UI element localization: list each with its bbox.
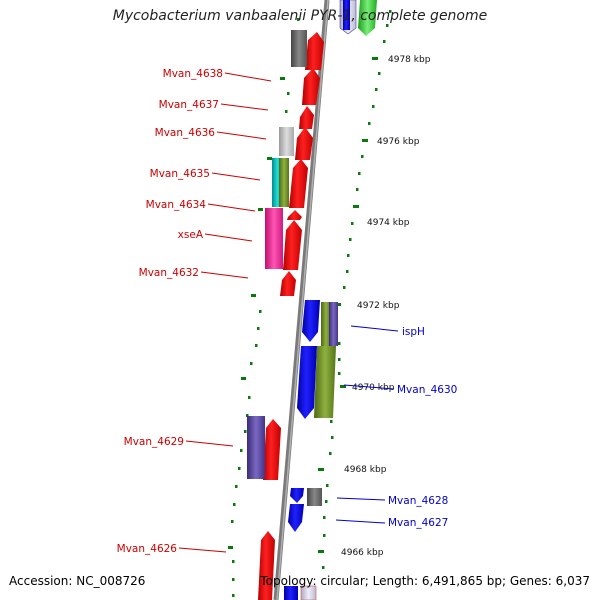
genome-backbone-highlight <box>276 0 329 600</box>
ruler-label-4976: 4976 kbp <box>377 137 420 147</box>
gene-arrow-forward <box>302 68 320 105</box>
gene-arrow-reverse <box>290 488 304 503</box>
gene-feature <box>272 158 283 207</box>
gene-arrow-forward <box>263 419 281 480</box>
outer-tick-ruler <box>318 10 392 569</box>
ruler-label-4974: 4974 kbp <box>367 218 410 228</box>
gene-arrow-reverse <box>302 300 320 342</box>
ruler-label-4966: 4966 kbp <box>341 548 384 558</box>
gene-feature <box>321 302 331 346</box>
gene-label-mvan-4634[interactable]: Mvan_4634 <box>146 199 207 211</box>
gene-arrow-forward <box>258 531 275 600</box>
gene-label-mvan-4630[interactable]: Mvan_4630 <box>397 384 457 396</box>
gene-feature <box>279 127 294 156</box>
gene-arrow-forward <box>280 271 296 296</box>
ruler-label-4968: 4968 kbp <box>344 465 387 475</box>
ruler-labels: 4978 kbp 4976 kbp 4974 kbp 4972 kbp 4970… <box>341 55 431 558</box>
ruler-label-4970: 4970 kbp <box>352 383 395 393</box>
gene-feature <box>300 585 317 600</box>
gene-arrow-forward <box>305 32 324 70</box>
gene-arrow-forward <box>299 106 314 129</box>
gene-arrow-forward <box>287 210 302 220</box>
map-title: Mycobacterium vanbaalenii PYR-1, complet… <box>112 8 488 24</box>
reverse-gene-labels: ispH Mvan_4630 Mvan_4628 Mvan_4627 <box>388 326 457 529</box>
ruler-label-4978: 4978 kbp <box>388 55 431 65</box>
gene-feature <box>284 586 298 600</box>
gene-arrow-reverse <box>288 504 304 532</box>
gene-label-mvan-4628[interactable]: Mvan_4628 <box>388 495 448 507</box>
label-leader-lines <box>178 72 399 553</box>
ruler-label-4972: 4972 kbp <box>357 301 400 311</box>
gene-label-mvan-4626[interactable]: Mvan_4626 <box>117 543 178 555</box>
gene-label-xsea[interactable]: xseA <box>178 229 204 241</box>
gene-label-mvan-4635[interactable]: Mvan_4635 <box>150 168 210 180</box>
gene-label-mvan-4629[interactable]: Mvan_4629 <box>124 436 184 448</box>
genome-summary-text: Topology: circular; Length: 6,491,865 bp… <box>260 574 590 588</box>
gene-label-mvan-4632[interactable]: Mvan_4632 <box>139 267 199 279</box>
gene-feature <box>329 302 338 346</box>
accession-text: Accession: NC_008726 <box>9 574 146 588</box>
gene-feature <box>343 0 350 30</box>
gene-label-mvan-4636[interactable]: Mvan_4636 <box>155 127 216 139</box>
gene-arrow-reverse <box>297 346 317 419</box>
gene-label-mvan-4638[interactable]: Mvan_4638 <box>163 68 223 80</box>
gene-feature <box>358 0 377 36</box>
gene-arrow-forward <box>289 159 308 208</box>
forward-gene-labels: Mvan_4638 Mvan_4637 Mvan_4636 Mvan_4635 … <box>117 68 223 555</box>
gene-feature <box>291 30 307 67</box>
gene-feature <box>314 346 336 418</box>
inner-tick-ruler <box>228 18 300 597</box>
genome-backbone <box>273 0 330 600</box>
gene-label-isph[interactable]: ispH <box>402 326 425 338</box>
gene-arrow-forward <box>283 220 302 270</box>
gene-feature <box>265 208 283 269</box>
gene-label-mvan-4637[interactable]: Mvan_4637 <box>159 99 219 111</box>
gene-feature <box>279 158 289 207</box>
gene-feature <box>307 488 322 506</box>
gene-label-mvan-4627[interactable]: Mvan_4627 <box>388 517 448 529</box>
gene-feature <box>247 416 265 479</box>
gene-arrow-forward <box>295 127 313 160</box>
